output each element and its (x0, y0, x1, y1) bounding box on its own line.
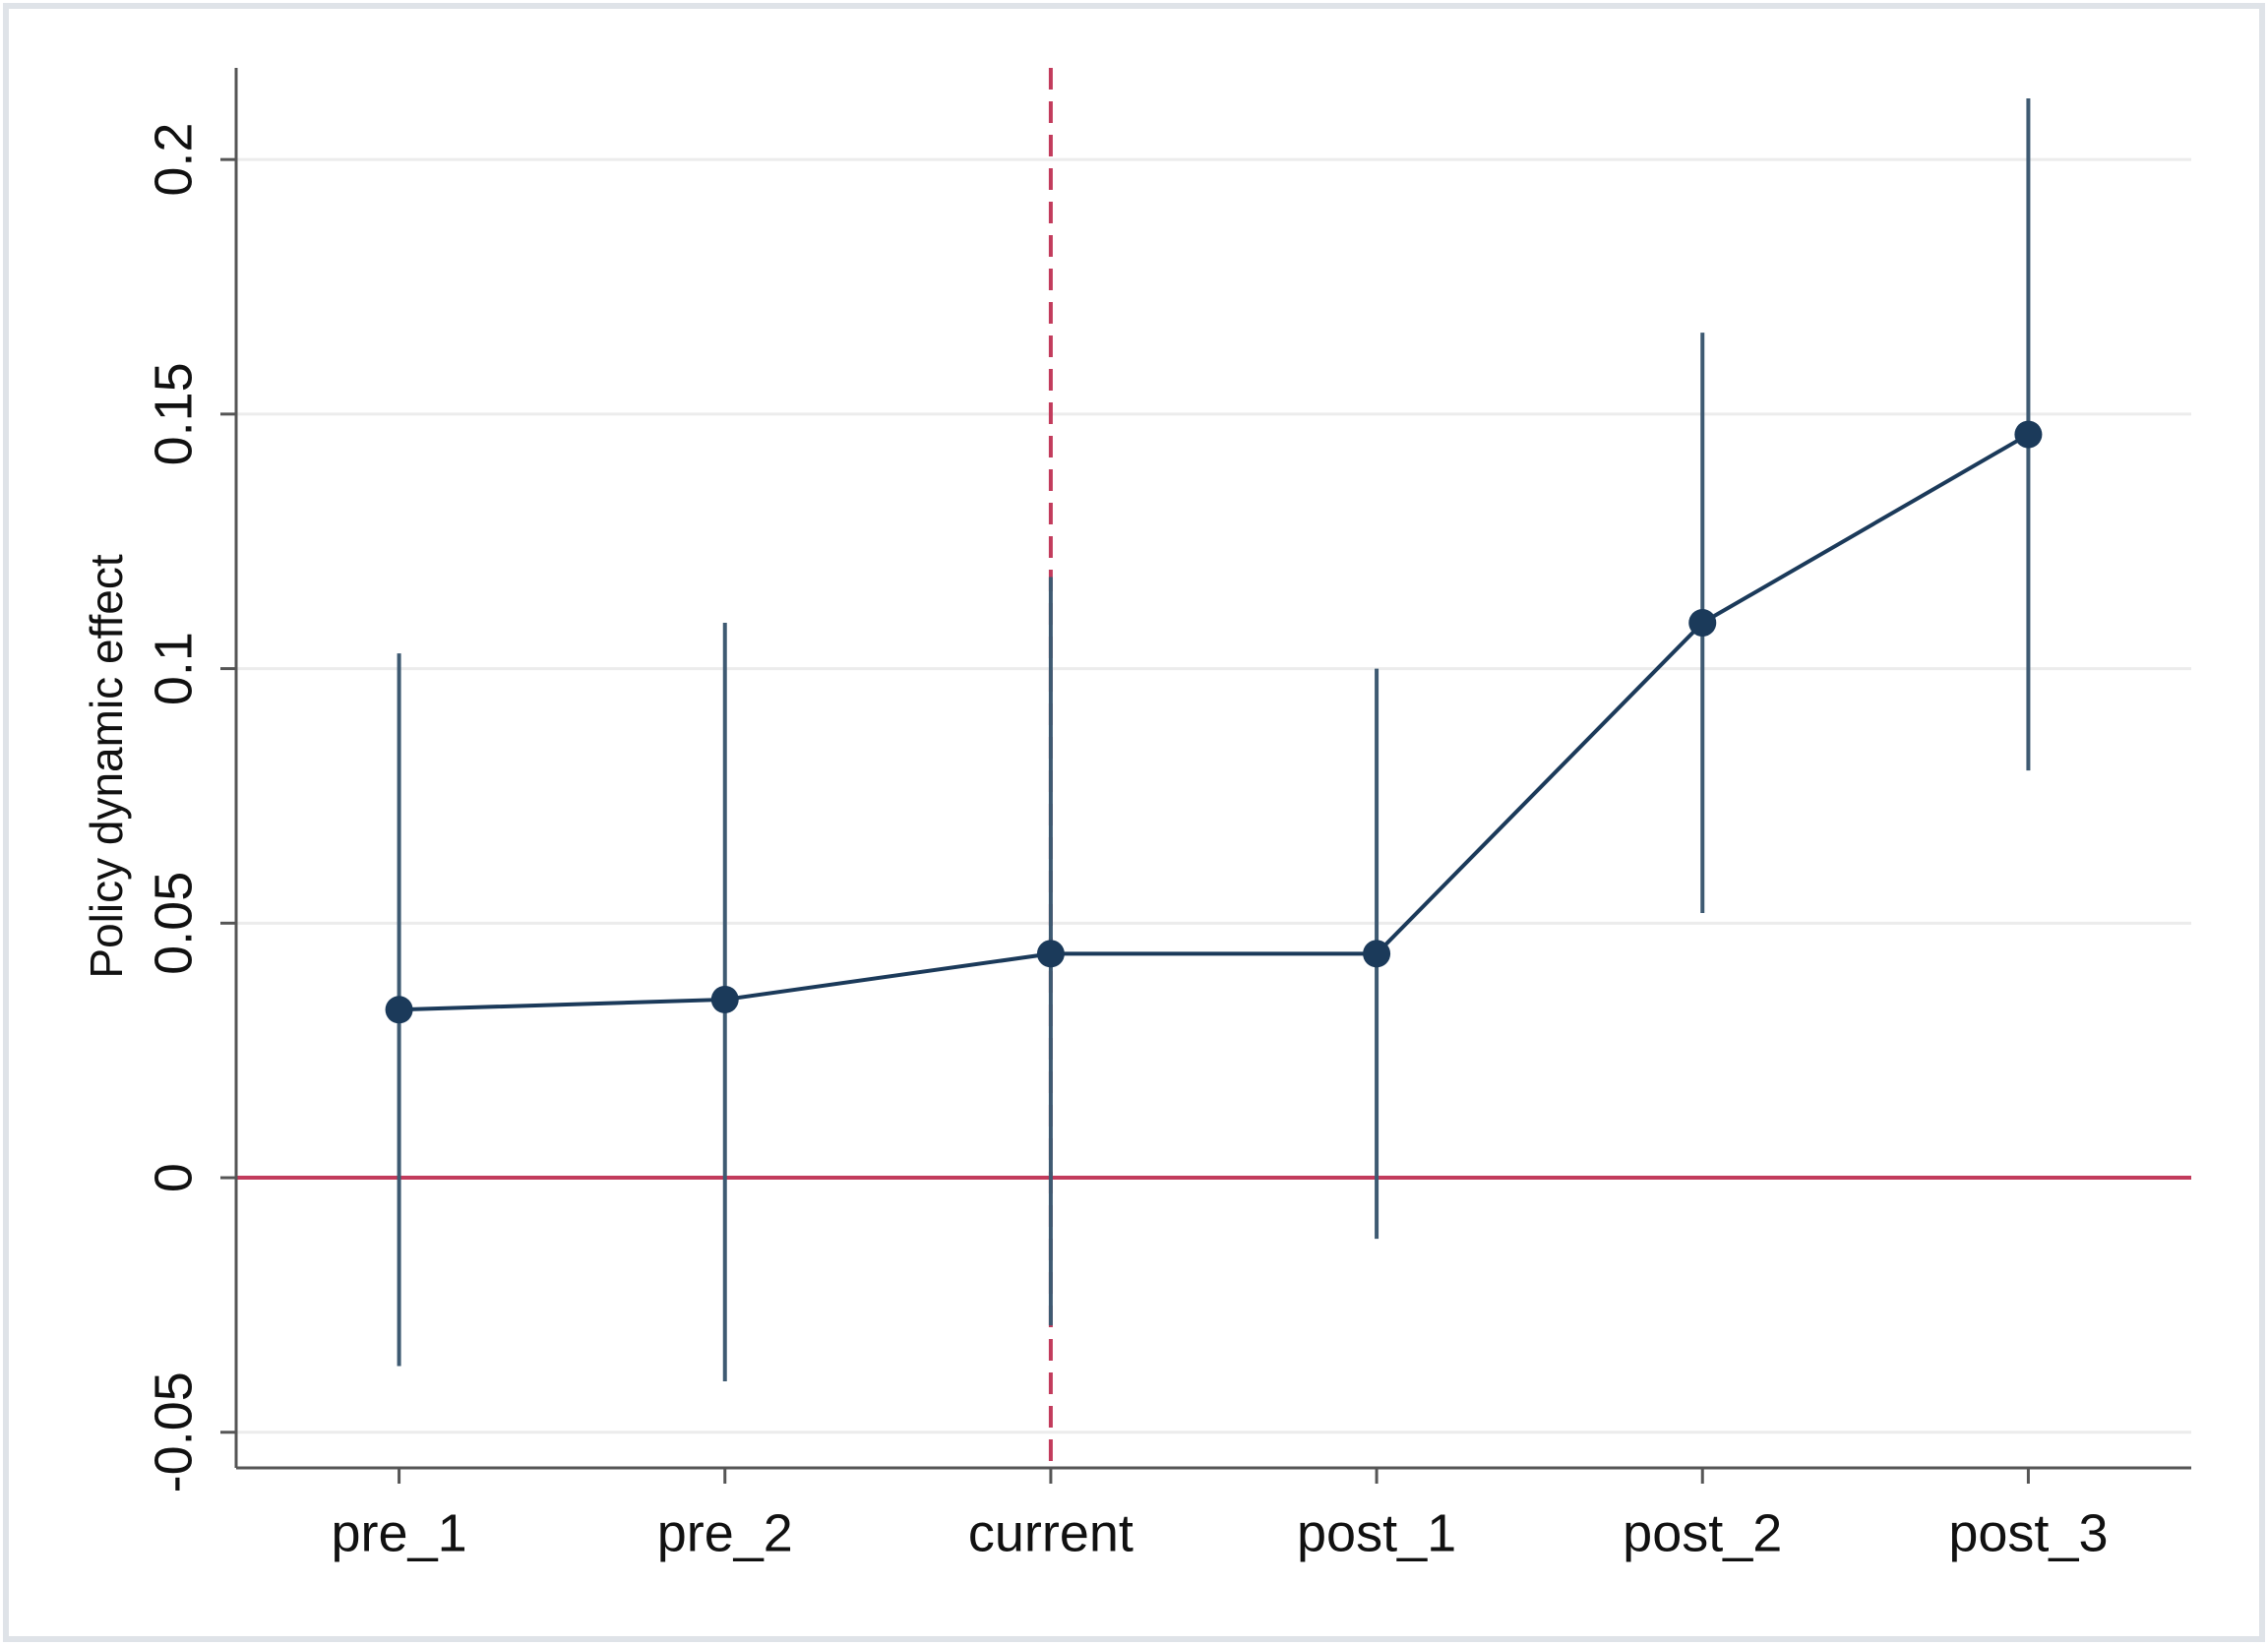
x-tick-label: post_2 (1623, 1503, 1782, 1562)
chart-frame (3, 3, 2265, 1642)
point (1688, 609, 1717, 638)
y-axis-title: Policy dynamic effect (81, 554, 132, 978)
y-tick-label: -0.05 (144, 1371, 203, 1493)
series-line (398, 432, 2030, 1012)
y-tick-label: 0.1 (144, 632, 203, 705)
y-tick-label: 0.05 (144, 872, 203, 975)
point (2014, 420, 2043, 449)
x-tick-label: pre_2 (657, 1503, 793, 1562)
x-tick-label: current (968, 1503, 1134, 1562)
x-tick-label: post_3 (1948, 1503, 2108, 1562)
x-tick-label: pre_1 (332, 1503, 467, 1562)
y-tick-label: 0 (144, 1163, 203, 1192)
x-tick-label: post_1 (1297, 1503, 1456, 1562)
point (710, 985, 739, 1013)
point (1363, 940, 1391, 968)
y-tick-label: 0.15 (144, 362, 203, 465)
point (1036, 940, 1065, 968)
point (385, 996, 413, 1024)
y-tick-label: 0.2 (144, 123, 203, 197)
